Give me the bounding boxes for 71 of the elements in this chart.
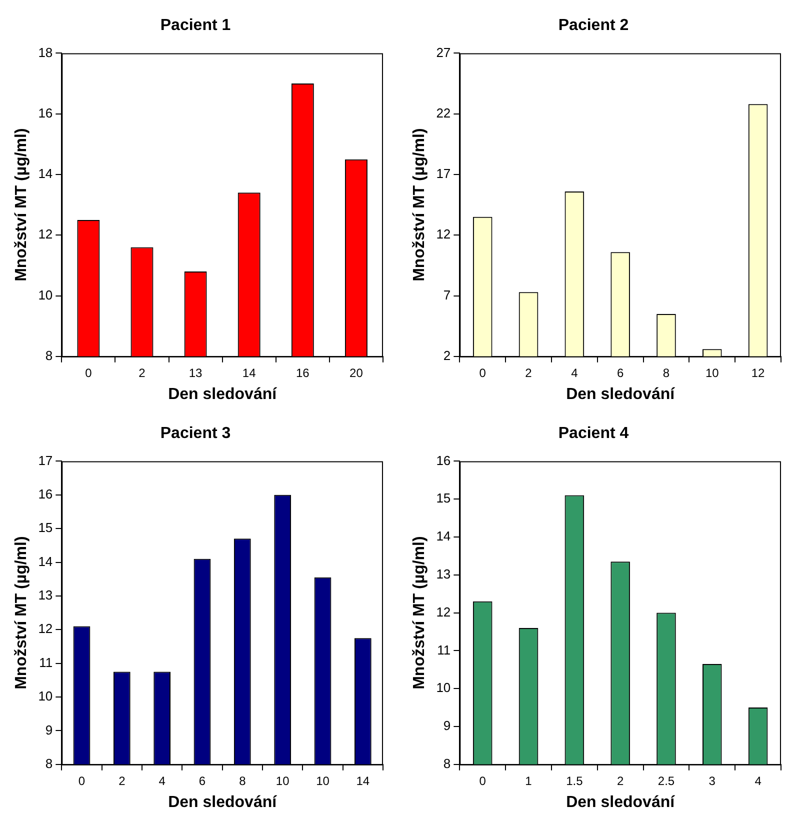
chart-title: Pacient 1 xyxy=(160,17,231,34)
y-tick-label: 13 xyxy=(38,588,53,603)
x-tick-label: 1 xyxy=(525,774,532,788)
y-tick-label: 10 xyxy=(436,680,451,696)
x-axis-title: Den sledování xyxy=(168,386,278,403)
y-tick-label: 17 xyxy=(38,452,53,468)
x-axis-title: Den sledování xyxy=(168,794,278,811)
x-axis-title: Den sledování xyxy=(566,386,676,403)
y-axis-title: Množství MT (µg/ml) xyxy=(411,128,428,282)
y-tick-label: 8 xyxy=(443,756,451,771)
x-tick-label: 2 xyxy=(118,774,126,788)
y-tick-label: 27 xyxy=(436,44,451,60)
y-tick-label: 11 xyxy=(437,642,451,658)
x-tick-label: 0 xyxy=(78,774,86,788)
x-tick-label: 4 xyxy=(158,774,166,788)
y-tick-label: 10 xyxy=(38,287,53,302)
y-tick-label: 12 xyxy=(436,226,451,242)
x-tick-label: 8 xyxy=(662,366,670,380)
y-tick-label: 9 xyxy=(45,722,53,738)
y-tick-label: 14 xyxy=(38,166,53,182)
chart-title: Pacient 3 xyxy=(160,425,231,442)
y-tick-label: 12 xyxy=(436,604,451,620)
y-tick-label: 7 xyxy=(443,287,451,302)
x-tick-label: 8 xyxy=(239,774,246,788)
x-tick-label: 2 xyxy=(138,366,146,380)
x-tick-label: 20 xyxy=(350,366,364,380)
y-tick-label: 14 xyxy=(38,554,53,569)
y-tick-label: 12 xyxy=(38,226,53,242)
x-tick-label: 3 xyxy=(708,774,716,788)
x-tick-label: 1.5 xyxy=(566,774,584,788)
y-tick-label: 8 xyxy=(45,348,53,363)
y-tick-label: 14 xyxy=(436,528,451,544)
x-tick-label: 6 xyxy=(616,366,624,380)
y-tick-label: 9 xyxy=(443,718,451,734)
chart-title: Pacient 2 xyxy=(558,17,629,34)
x-tick-label: 12 xyxy=(751,366,766,380)
y-tick-label: 16 xyxy=(38,486,53,502)
x-tick-label: 10 xyxy=(316,774,330,788)
y-tick-label: 12 xyxy=(38,621,53,636)
y-axis-title: Množství MT (µg/ml) xyxy=(411,536,428,690)
x-tick-label: 2 xyxy=(525,366,532,380)
x-tick-label: 0 xyxy=(85,366,92,380)
x-tick-label: 10 xyxy=(276,774,290,788)
x-tick-label: 13 xyxy=(188,366,203,380)
x-tick-label: 4 xyxy=(571,366,578,380)
x-tick-label: 0 xyxy=(479,366,486,380)
y-tick-label: 2 xyxy=(443,348,451,363)
y-tick-label: 8 xyxy=(45,756,53,771)
x-tick-label: 16 xyxy=(296,366,310,380)
y-axis-title: Množství MT (µg/ml) xyxy=(13,128,30,282)
x-tick-label: 14 xyxy=(356,774,370,788)
y-axis-title: Množství MT (µg/ml) xyxy=(13,536,30,690)
x-tick-label: 10 xyxy=(705,366,720,380)
y-tick-label: 15 xyxy=(436,490,451,506)
y-tick-label: 16 xyxy=(38,105,53,120)
y-tick-label: 22 xyxy=(436,105,451,120)
y-tick-label: 17 xyxy=(436,166,451,182)
x-tick-label: 0 xyxy=(479,774,486,788)
y-tick-label: 16 xyxy=(436,452,451,468)
x-tick-label: 14 xyxy=(242,366,256,380)
y-tick-label: 11 xyxy=(39,654,53,670)
y-tick-label: 15 xyxy=(38,520,53,536)
y-tick-label: 13 xyxy=(436,566,451,582)
x-tick-label: 2.5 xyxy=(658,774,675,788)
x-tick-label: 2 xyxy=(616,774,624,788)
x-tick-label: 6 xyxy=(198,774,206,788)
chart-title: Pacient 4 xyxy=(558,425,629,442)
x-axis-title: Den sledování xyxy=(566,794,676,811)
x-tick-label: 4 xyxy=(754,774,762,788)
y-tick-label: 10 xyxy=(38,688,53,704)
y-tick-label: 18 xyxy=(38,44,53,60)
